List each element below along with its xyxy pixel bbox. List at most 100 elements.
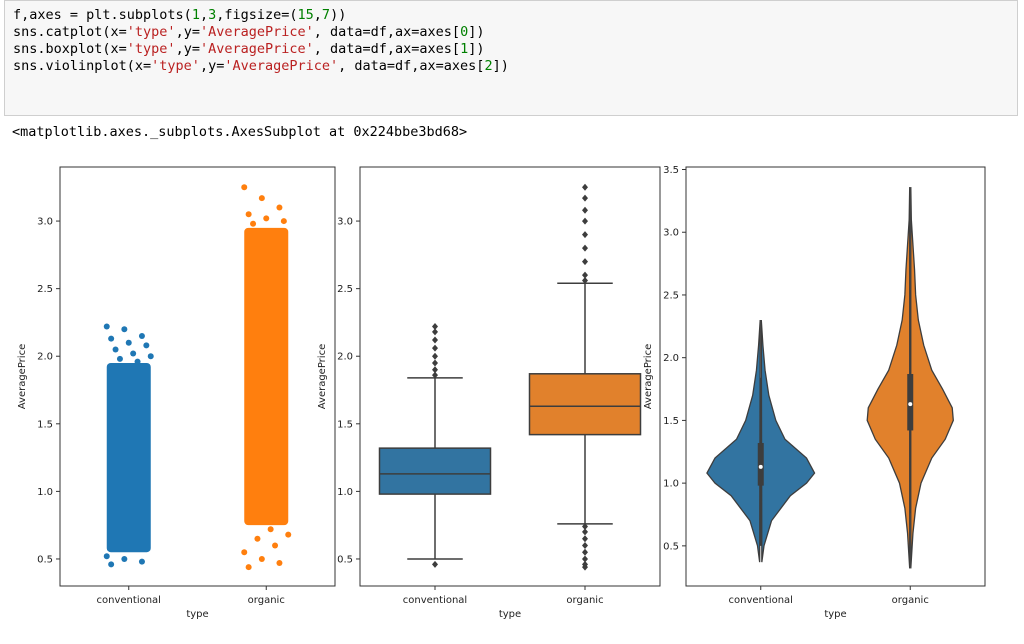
y-tick-label: 2.0 [337,352,353,363]
strip-point [108,561,115,568]
x-axis-label: type [499,609,521,620]
strip-point [258,195,265,202]
strip-point [276,560,283,567]
strip-point [103,553,110,560]
code-line: sns.boxplot(x='type',y='AveragePrice', d… [13,41,485,57]
y-tick-label: 0.5 [37,554,53,565]
code: f,axes = plt.subplots(1,3,figsize=(15,7)… [5,1,1017,81]
y-tick-label: 1.0 [37,487,53,498]
strip-point [241,184,248,191]
flier [582,541,588,549]
flier [582,555,588,563]
strip-point [116,355,123,362]
strip-point [121,555,128,562]
y-tick-label: 2.5 [663,290,679,301]
flier [432,359,438,367]
flier [582,271,588,279]
flier [582,194,588,202]
y-axis-label: AveragePrice [17,344,28,409]
strip-point [108,335,115,342]
strip-point [125,339,132,346]
y-axis-label: AveragePrice [317,344,328,409]
flier [582,258,588,266]
x-tick-label: conventional [97,595,161,606]
code-cell: f,axes = plt.subplots(1,3,figsize=(15,7)… [4,0,1018,116]
y-tick-label: 2.5 [337,284,353,295]
flier [582,217,588,225]
y-tick-label: 1.0 [337,487,353,498]
x-axis-label: type [186,609,208,620]
strip-point [112,346,119,353]
strip-band [244,227,289,526]
y-tick-label: 2.5 [37,284,53,295]
strip-point [138,332,145,339]
strip-point [280,218,287,225]
code-line: f,axes = plt.subplots(1,3,figsize=(15,7)… [13,7,347,23]
x-tick-label: conventional [403,595,467,606]
y-tick-label: 3.0 [37,217,53,228]
violin-half [866,187,911,569]
strip-point [138,558,145,565]
y-tick-label: 3.5 [663,165,679,176]
strip-band [106,362,151,553]
x-tick-label: conventional [729,595,793,606]
strip-point [103,323,110,330]
code-line: sns.catplot(x='type',y='AveragePrice', d… [13,24,485,40]
y-tick-label: 2.0 [663,353,679,364]
flier [582,528,588,536]
flier [582,277,588,285]
strip-point [245,211,252,218]
violin-median [908,402,913,407]
y-tick-label: 1.5 [37,419,53,430]
y-tick-label: 2.0 [37,352,53,363]
flier [432,366,438,374]
flier [432,344,438,352]
output-text: <matplotlib.axes._subplots.AxesSubplot a… [12,124,468,140]
flier [582,244,588,252]
strip-point [245,564,252,571]
y-axis-label: AveragePrice [643,344,654,409]
y-tick-label: 1.0 [663,479,679,490]
flier [582,183,588,191]
x-tick-label: organic [248,595,285,606]
y-tick-label: 0.5 [337,554,353,565]
flier [432,352,438,360]
strip-point [250,220,257,227]
strip-point [147,353,154,360]
strip-point [130,350,137,357]
flier [432,328,438,336]
flier [582,523,588,531]
x-tick-label: organic [566,595,603,606]
flier [432,560,438,568]
strip-point [263,215,270,222]
strip-point [121,326,128,333]
y-tick-label: 1.5 [663,416,679,427]
strip-point [285,531,292,538]
strip-point [258,555,265,562]
axes-frame [59,166,336,587]
strip-point [254,535,261,542]
strip-point [267,526,274,533]
box [378,447,492,495]
flier [582,231,588,239]
axes-frame [359,166,661,587]
strip-point [272,542,279,549]
strip-point [143,342,150,349]
strip-point [241,549,248,556]
strip-point [276,204,283,211]
y-tick-label: 3.0 [663,228,679,239]
flier [582,563,588,571]
violin-half [760,320,816,563]
flier [582,535,588,543]
violin-median [758,464,763,469]
flier [432,371,438,379]
x-tick-label: organic [892,595,929,606]
code-line: sns.violinplot(x='type',y='AveragePrice'… [13,58,509,74]
y-tick-label: 3.0 [337,217,353,228]
flier [432,336,438,344]
y-tick-label: 1.5 [337,419,353,430]
violin-box [757,442,764,486]
flier [432,322,438,330]
